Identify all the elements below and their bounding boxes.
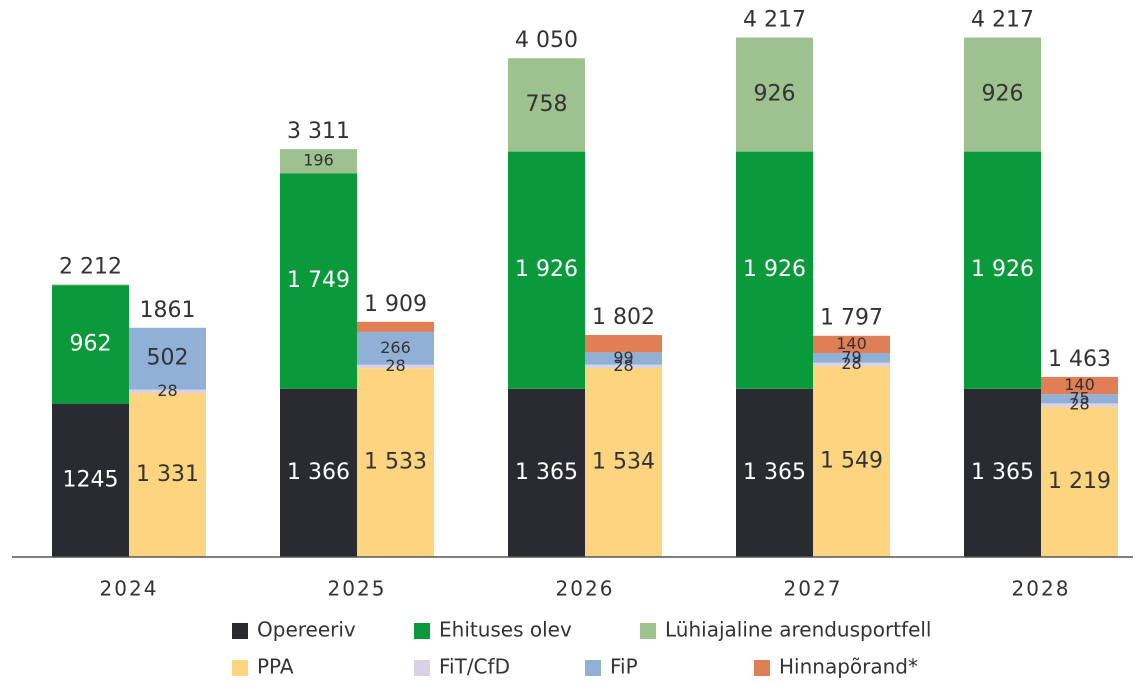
bar-segment (508, 388, 585, 557)
bar-segment (52, 284, 129, 286)
data-label: 1 365 (971, 460, 1034, 485)
total-label: 1 797 (820, 306, 883, 331)
data-label: 1 926 (743, 257, 806, 282)
legend-swatch (414, 660, 430, 676)
legend-label: Ehituses olev (439, 618, 572, 642)
bar-segment (964, 151, 1041, 389)
data-label: 1 219 (1048, 469, 1111, 494)
data-label: 28 (841, 354, 861, 373)
bar-segment (736, 37, 813, 152)
legend-swatch (640, 623, 656, 639)
total-label: 4 050 (515, 28, 578, 53)
data-label: 28 (157, 381, 177, 400)
legend-swatch (585, 660, 601, 676)
bar-segment (1041, 376, 1118, 395)
bar-segment (52, 285, 129, 404)
bar-segment (813, 366, 890, 557)
data-label: 140 (836, 334, 867, 353)
x-tick-label: 2027 (784, 577, 843, 601)
legend-label: FiP (610, 655, 638, 679)
data-label: 962 (70, 331, 112, 356)
bar-segment (280, 173, 357, 389)
bar-segment (736, 151, 813, 389)
bar-segment (280, 388, 357, 557)
bar-segment (129, 327, 206, 390)
bar-segment (129, 389, 206, 394)
x-tick-label: 2028 (1012, 577, 1071, 601)
bar-segment (585, 364, 662, 369)
bar-segment (357, 364, 434, 369)
data-label: 28 (613, 356, 633, 375)
bar-segment (585, 352, 662, 365)
bar-segment (52, 403, 129, 557)
bar-segment (1041, 394, 1118, 404)
bar-segment (736, 388, 813, 557)
data-label: 140 (1064, 375, 1095, 394)
data-label: 1 749 (287, 268, 350, 293)
data-label: 1 549 (820, 449, 883, 474)
bar-segment (280, 149, 357, 174)
legend-label: Lühiajaline arendusportfell (665, 618, 931, 642)
bar-segment (964, 388, 1041, 557)
legend-label: PPA (257, 655, 294, 679)
data-label: 1 926 (515, 257, 578, 282)
x-tick-label: 2026 (556, 577, 615, 601)
legend-swatch (754, 660, 770, 676)
total-label: 2 212 (59, 255, 122, 280)
data-label: 196 (303, 151, 334, 170)
x-tick-label: 2024 (100, 577, 159, 601)
bar-segment (964, 37, 1041, 152)
legend-swatch (414, 623, 430, 639)
data-label: 79 (841, 347, 861, 366)
data-label: 1 926 (971, 257, 1034, 282)
data-label: 1 366 (287, 460, 350, 485)
total-label: 4 217 (743, 8, 806, 33)
bar-segment (813, 362, 890, 367)
bar-segment (357, 321, 434, 332)
data-label: 1245 (63, 467, 119, 492)
total-label: 4 217 (971, 8, 1034, 33)
bar-segment (1041, 406, 1118, 557)
data-label: 1 331 (136, 462, 199, 487)
data-label: 926 (754, 82, 796, 107)
total-label: 1 909 (364, 292, 427, 317)
bar-segment (508, 58, 585, 152)
data-label: 75 (1069, 388, 1089, 407)
bar-segment (813, 335, 890, 354)
data-label: 266 (380, 338, 411, 357)
bar-segment (1041, 403, 1118, 407)
total-label: 1861 (140, 298, 196, 323)
data-label: 1 365 (515, 460, 578, 485)
data-label: 926 (982, 82, 1024, 107)
bar-segment (585, 368, 662, 557)
legend-label: Opereeriv (257, 618, 356, 642)
bar-segment (129, 393, 206, 557)
legend-label: Hinnapõrand* (779, 655, 918, 679)
data-label: 502 (147, 346, 189, 371)
total-label: 1 463 (1048, 347, 1111, 372)
bar-segment (508, 151, 585, 389)
total-label: 3 311 (287, 119, 350, 144)
legend-label: FiT/CfD (439, 655, 510, 679)
total-label: 1 802 (592, 305, 655, 330)
x-tick-label: 2025 (328, 577, 387, 601)
data-label: 1 534 (592, 450, 655, 475)
data-label: 758 (526, 92, 568, 117)
legend-swatch (232, 660, 248, 676)
data-label: 1 533 (364, 450, 427, 475)
legend-swatch (232, 623, 248, 639)
data-label: 28 (1069, 395, 1089, 414)
bar-segment (585, 335, 662, 353)
data-label: 99 (613, 348, 633, 367)
data-label: 28 (385, 356, 405, 375)
bar-segment (357, 331, 434, 365)
data-label: 1 365 (743, 460, 806, 485)
bar-segment (813, 353, 890, 363)
bar-segment (357, 368, 434, 557)
